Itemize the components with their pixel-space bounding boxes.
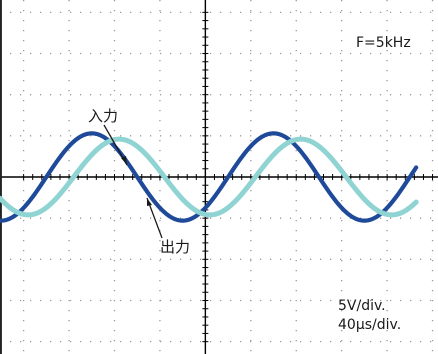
- input-arrow-head: [121, 156, 127, 165]
- input-trace-line: [0, 131, 419, 223]
- volts-per-div-label: 5V/div.: [338, 298, 386, 314]
- output-trace-line: [0, 136, 419, 218]
- label-arrows: [103, 124, 163, 239]
- time-per-div-label: 40μs/div.: [338, 317, 401, 333]
- output-series-label: 出力: [160, 238, 190, 256]
- output-arrow-head: [147, 198, 152, 206]
- frequency-label: F=5kHz: [356, 35, 411, 51]
- input-series-label: 入力: [88, 107, 118, 125]
- traces: [0, 131, 419, 223]
